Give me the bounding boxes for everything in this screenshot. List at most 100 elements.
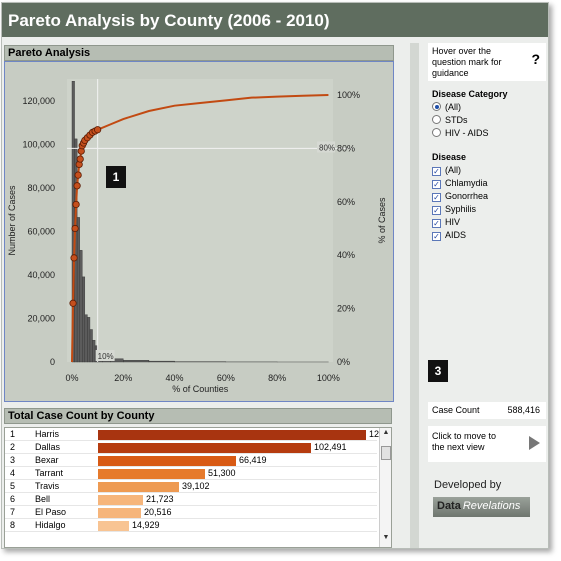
pareto-chart-panel[interactable]: 120,000 100,000 80,000 60,000 40,000 20,000 0 1… bbox=[4, 61, 394, 402]
scroll-down-icon[interactable]: ▼ bbox=[382, 534, 390, 541]
checkbox-icon[interactable]: ✓ bbox=[432, 206, 441, 215]
row-bar[interactable] bbox=[98, 469, 205, 479]
radio-icon[interactable] bbox=[432, 128, 441, 137]
checkbox-icon[interactable]: ✓ bbox=[432, 167, 441, 176]
data-revelations-logo[interactable]: Data Revelations bbox=[433, 497, 530, 517]
table-row[interactable]: 5 Travis 39,102 bbox=[5, 481, 377, 493]
pareto-bar bbox=[79, 250, 83, 363]
option-label: Syphilis bbox=[445, 204, 477, 214]
row-bar[interactable] bbox=[98, 508, 141, 518]
table-row[interactable]: 3 Bexar 66,419 bbox=[5, 455, 377, 467]
y-axis-title: Number of Cases bbox=[7, 185, 17, 256]
row-value: 51,300 bbox=[208, 468, 236, 478]
right-tick-label: 60% bbox=[337, 197, 355, 207]
option-label: (All) bbox=[445, 165, 461, 175]
disease-option-all[interactable]: ✓ (All) bbox=[432, 165, 461, 177]
callout-3: 3 bbox=[428, 360, 448, 382]
disease-option-hiv[interactable]: ✓ HIV bbox=[432, 217, 460, 229]
next-view-text: Click to move to the next view bbox=[432, 431, 497, 452]
question-mark-icon[interactable]: ? bbox=[531, 51, 540, 67]
row-bar[interactable] bbox=[98, 482, 179, 492]
dashboard-title: Pareto Analysis by County (2006 - 2010) bbox=[2, 3, 548, 37]
row-county: Harris bbox=[35, 429, 59, 439]
case-count-label: Case Count bbox=[432, 405, 480, 415]
pareto-bar bbox=[89, 329, 93, 363]
x-tick-label: 0% bbox=[65, 373, 78, 383]
disease-option-syphilis[interactable]: ✓ Syphilis bbox=[432, 204, 476, 216]
plot-area bbox=[67, 79, 333, 362]
left-tick-label: 20,000 bbox=[27, 313, 55, 323]
category-option-hiv-aids[interactable]: HIV - AIDS bbox=[432, 128, 489, 140]
cumulative-marker bbox=[74, 171, 82, 179]
left-tick-label: 60,000 bbox=[27, 226, 55, 236]
table-scrollbar[interactable]: ▲ ▼ bbox=[379, 428, 391, 547]
cumulative-marker bbox=[70, 254, 78, 262]
radio-icon[interactable] bbox=[432, 115, 441, 124]
pareto-bar bbox=[84, 314, 88, 363]
table-row[interactable]: 8 Hidalgo 14,929 bbox=[5, 520, 377, 532]
disease-option-gonorrhea[interactable]: ✓ Gonorrhea bbox=[432, 191, 488, 203]
x-tick-label: 80% bbox=[268, 373, 286, 383]
option-label: Gonorrhea bbox=[445, 191, 489, 201]
x-tick-label: 20% bbox=[114, 373, 132, 383]
right-axis-area bbox=[333, 79, 393, 362]
right-tick-label: 40% bbox=[337, 250, 355, 260]
table-row[interactable]: 2 Dallas 102,491 bbox=[5, 442, 377, 454]
table-row[interactable]: 7 El Paso 20,516 bbox=[5, 507, 377, 519]
play-arrow-icon[interactable] bbox=[529, 436, 540, 450]
ref-10-label: 10% bbox=[98, 352, 114, 361]
row-bar[interactable] bbox=[98, 430, 366, 440]
right-tick-label: 0% bbox=[337, 357, 350, 367]
disease-option-chlamydia[interactable]: ✓ Chlamydia bbox=[432, 178, 488, 190]
disease-title: Disease bbox=[432, 152, 467, 162]
county-bar-table[interactable]: 1Harris128,9892Dallas102,4913Bexar66,419… bbox=[4, 427, 392, 548]
county-table-header: Total Case Count by County bbox=[4, 408, 392, 424]
row-bar[interactable] bbox=[98, 521, 129, 531]
row-county: Tarrant bbox=[35, 468, 64, 478]
pareto-panel-header: Pareto Analysis bbox=[4, 45, 394, 61]
checkbox-icon[interactable]: ✓ bbox=[432, 232, 441, 241]
guidance-box: Hover over the question mark for guidanc… bbox=[428, 43, 546, 81]
radio-icon[interactable] bbox=[432, 102, 441, 111]
row-rank: 5 bbox=[10, 481, 16, 491]
row-rank: 4 bbox=[10, 468, 16, 478]
pareto-chart[interactable]: 120,000 100,000 80,000 60,000 40,000 20,000 0 1… bbox=[5, 62, 393, 401]
row-value: 14,929 bbox=[132, 520, 160, 530]
category-option-all[interactable]: (All) bbox=[432, 102, 461, 114]
table-row[interactable]: 6 Bell 21,723 bbox=[5, 494, 377, 506]
y2-axis-title: % of Cases bbox=[377, 197, 387, 244]
option-label: (All) bbox=[445, 102, 461, 112]
logo-text-data: Data bbox=[437, 500, 461, 512]
developed-by-label: Developed by bbox=[434, 479, 502, 491]
guidance-text: Hover over the question mark for guidanc… bbox=[432, 46, 502, 78]
scroll-thumb[interactable] bbox=[381, 446, 391, 460]
cumulative-marker bbox=[94, 126, 102, 134]
scroll-up-icon[interactable]: ▲ bbox=[382, 429, 390, 436]
pareto-bar bbox=[148, 360, 175, 363]
option-label: Chlamydia bbox=[445, 178, 488, 188]
cumulative-marker bbox=[73, 182, 81, 190]
row-value: 66,419 bbox=[239, 455, 267, 465]
case-count-value: 588,416 bbox=[507, 405, 540, 415]
logo-text-revelations: Revelations bbox=[462, 500, 521, 512]
disease-option-aids[interactable]: ✓ AIDS bbox=[432, 230, 466, 242]
category-option-stds[interactable]: STDs bbox=[432, 115, 468, 127]
row-bar[interactable] bbox=[98, 443, 311, 453]
row-bar[interactable] bbox=[98, 495, 143, 505]
table-row[interactable]: 4 Tarrant 51,300 bbox=[5, 468, 377, 480]
next-view-button[interactable]: Click to move to the next view bbox=[428, 426, 546, 462]
sidebar-divider bbox=[410, 43, 419, 548]
checkbox-icon[interactable]: ✓ bbox=[432, 219, 441, 228]
row-rank: 6 bbox=[10, 494, 16, 504]
row-value: 20,516 bbox=[144, 507, 172, 517]
checkbox-icon[interactable]: ✓ bbox=[432, 193, 441, 202]
right-tick-label: 80% bbox=[337, 143, 355, 153]
pareto-bar bbox=[82, 276, 86, 363]
option-label: HIV bbox=[445, 217, 461, 227]
row-bar[interactable] bbox=[98, 456, 236, 466]
table-row[interactable]: 1Harris128,989 bbox=[5, 429, 391, 441]
checkbox-icon[interactable]: ✓ bbox=[432, 180, 441, 189]
pareto-bar bbox=[87, 317, 91, 363]
left-tick-label: 40,000 bbox=[27, 270, 55, 280]
cumulative-marker bbox=[76, 155, 84, 163]
